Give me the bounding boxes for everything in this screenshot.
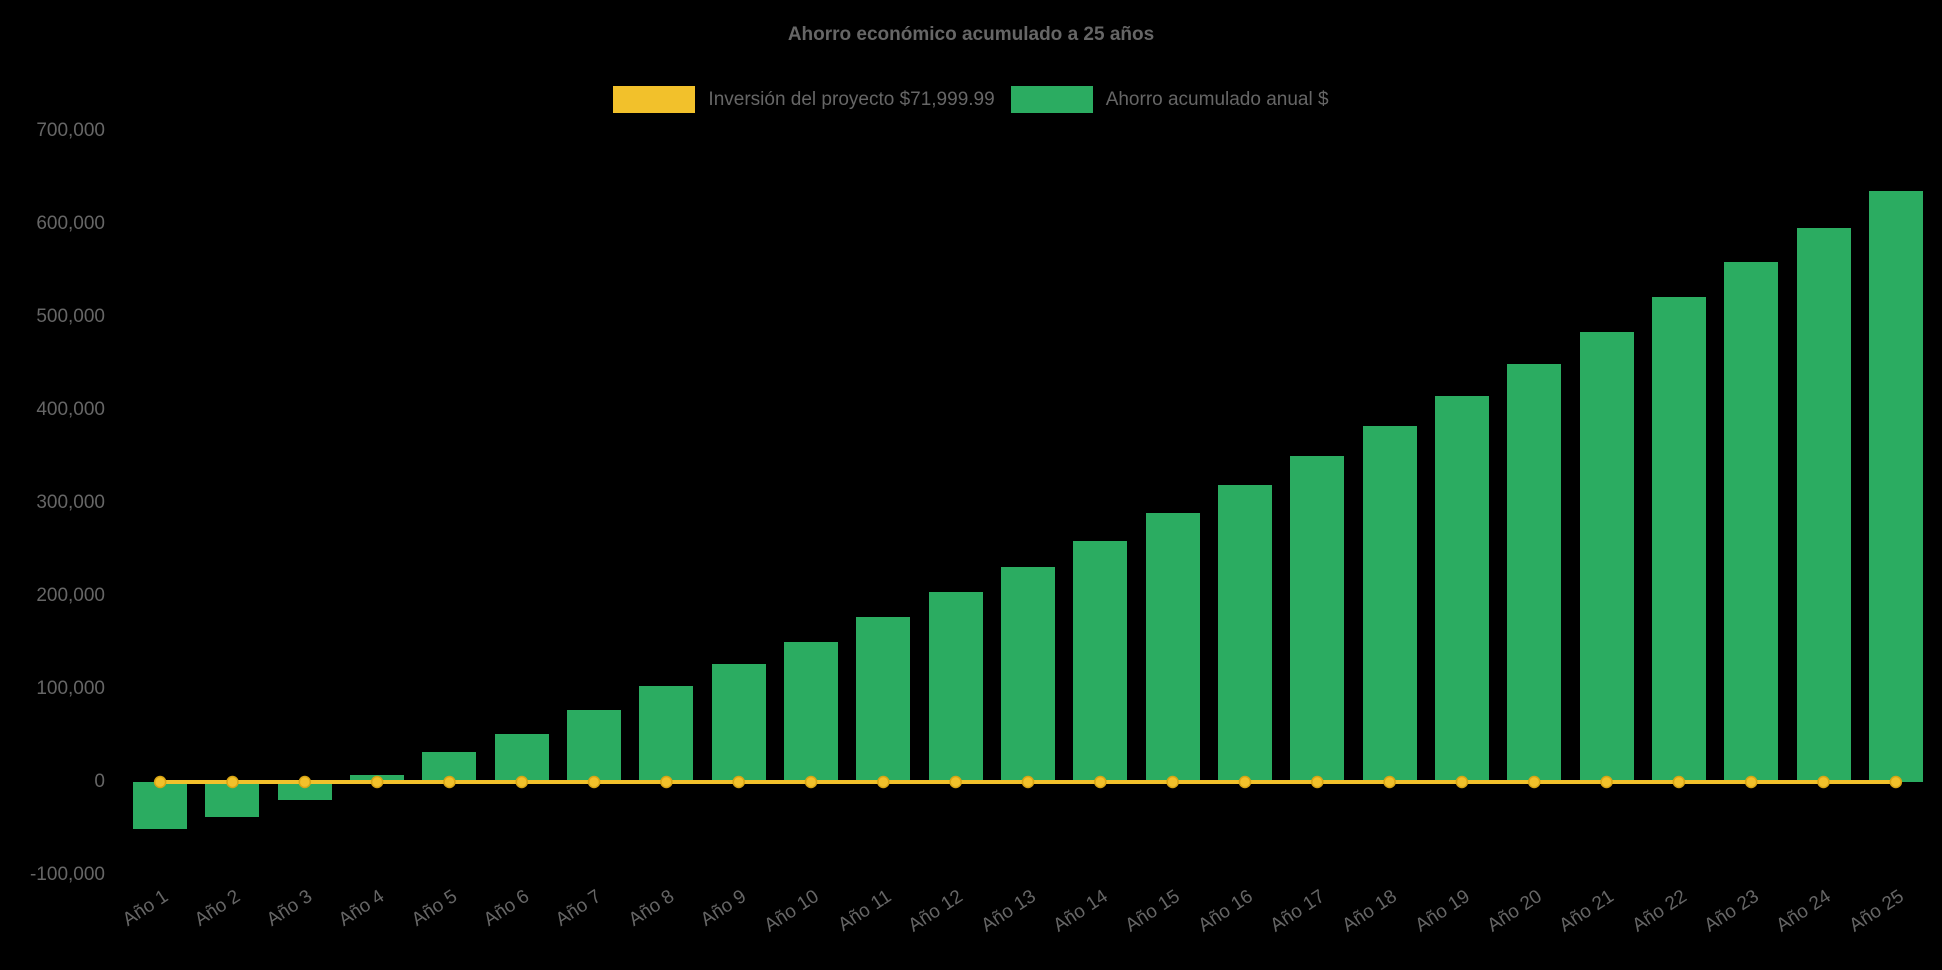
line-point	[1600, 775, 1613, 789]
investment-color-swatch	[613, 86, 696, 113]
line-point	[1817, 775, 1830, 789]
x-axis-label: Año 5	[407, 886, 461, 931]
line-point	[877, 775, 890, 789]
x-axis-label: Año 24	[1773, 886, 1835, 937]
line-point	[1094, 775, 1107, 789]
legend-label-investment: Inversión del proyecto $71,999.99	[708, 88, 995, 110]
bar	[928, 592, 983, 782]
y-axis-tick-label: 500,000	[36, 306, 105, 327]
bar	[639, 686, 694, 782]
bar	[1290, 455, 1345, 782]
bar	[567, 710, 622, 782]
bar	[1001, 567, 1055, 782]
line-point	[1889, 775, 1903, 789]
line-point	[1455, 775, 1469, 789]
x-axis-label: Año 7	[552, 886, 606, 931]
line-point	[949, 775, 962, 789]
bar	[1579, 331, 1634, 782]
x-axis-label: Año 21	[1556, 886, 1618, 937]
x-axis-label: Año 17	[1266, 886, 1329, 937]
savings-color-swatch	[1010, 86, 1093, 113]
x-axis-label: Año 25	[1845, 886, 1908, 937]
bar	[1145, 513, 1200, 782]
line-point	[1527, 775, 1541, 789]
y-axis-tick-label: 0	[94, 771, 105, 792]
bar	[1868, 190, 1923, 782]
x-axis-label: Año 18	[1339, 886, 1402, 937]
x-axis-label: Año 20	[1483, 886, 1546, 937]
line-point	[732, 775, 745, 789]
y-axis-tick-label: 200,000	[36, 585, 105, 606]
x-axis-label: Año 2	[190, 886, 244, 931]
x-axis-label: Año 3	[263, 886, 317, 931]
line-point	[660, 775, 673, 789]
bar	[133, 782, 188, 829]
y-axis-tick-label: 600,000	[36, 213, 105, 234]
bar	[1724, 262, 1779, 782]
bar	[1651, 297, 1706, 782]
x-axis-label: Año 8	[624, 886, 678, 931]
x-axis-label: Año 1	[118, 886, 172, 931]
y-axis-tick-label: 700,000	[36, 120, 105, 141]
line-point	[1311, 775, 1324, 789]
x-axis-label: Año 16	[1194, 886, 1257, 937]
x-axis-label: Año 22	[1628, 886, 1691, 937]
x-axis-label: Año 10	[760, 886, 823, 937]
bar	[711, 663, 766, 782]
legend: Inversión del proyecto $71,999.99 Ahorro…	[0, 86, 1942, 113]
line-point	[443, 775, 456, 789]
x-axis-label: Año 15	[1122, 886, 1185, 937]
chart-title: Ahorro económico acumulado a 25 años	[787, 24, 1155, 45]
bar	[1362, 425, 1417, 782]
line-point	[1021, 775, 1035, 789]
bar	[494, 733, 549, 782]
legend-item-savings[interactable]: Ahorro acumulado anual $	[1010, 86, 1329, 113]
y-axis-tick-label: -100,000	[29, 864, 105, 885]
line-point	[587, 775, 601, 789]
y-axis-tick-label: 100,000	[36, 678, 105, 699]
x-axis-label: Año 4	[335, 886, 389, 931]
y-axis-tick-label: 400,000	[36, 399, 105, 420]
legend-item-investment[interactable]: Inversión del proyecto $71,999.99	[613, 86, 995, 113]
line-point	[1238, 775, 1252, 789]
bar	[784, 641, 839, 782]
y-axis-tick-label: 300,000	[36, 492, 105, 513]
bar	[1217, 485, 1272, 782]
bar	[277, 782, 332, 800]
line-point	[226, 775, 239, 789]
line-point	[1166, 775, 1179, 789]
line-point	[515, 775, 529, 789]
x-axis-label: Año 19	[1411, 886, 1474, 937]
x-axis-label: Año 9	[697, 886, 751, 931]
x-axis-label: Año 13	[977, 886, 1040, 937]
x-axis-label: Año 6	[480, 886, 534, 931]
bar	[1073, 541, 1128, 782]
line-point	[1383, 775, 1396, 789]
line-point	[1672, 775, 1686, 789]
line-point	[804, 775, 818, 789]
bar	[856, 617, 911, 782]
bar	[1796, 227, 1851, 782]
legend-label-savings: Ahorro acumulado anual $	[1105, 88, 1329, 110]
x-axis-label: Año 23	[1700, 886, 1763, 937]
bar	[1434, 396, 1489, 782]
bar	[1507, 364, 1562, 782]
line-point	[153, 775, 167, 789]
x-axis-label: Año 14	[1049, 886, 1112, 937]
x-axis-label: Año 11	[834, 886, 895, 936]
line-point	[298, 775, 312, 789]
line-point	[1744, 775, 1758, 789]
line-point	[370, 775, 384, 789]
x-axis-label: Año 12	[905, 886, 968, 937]
